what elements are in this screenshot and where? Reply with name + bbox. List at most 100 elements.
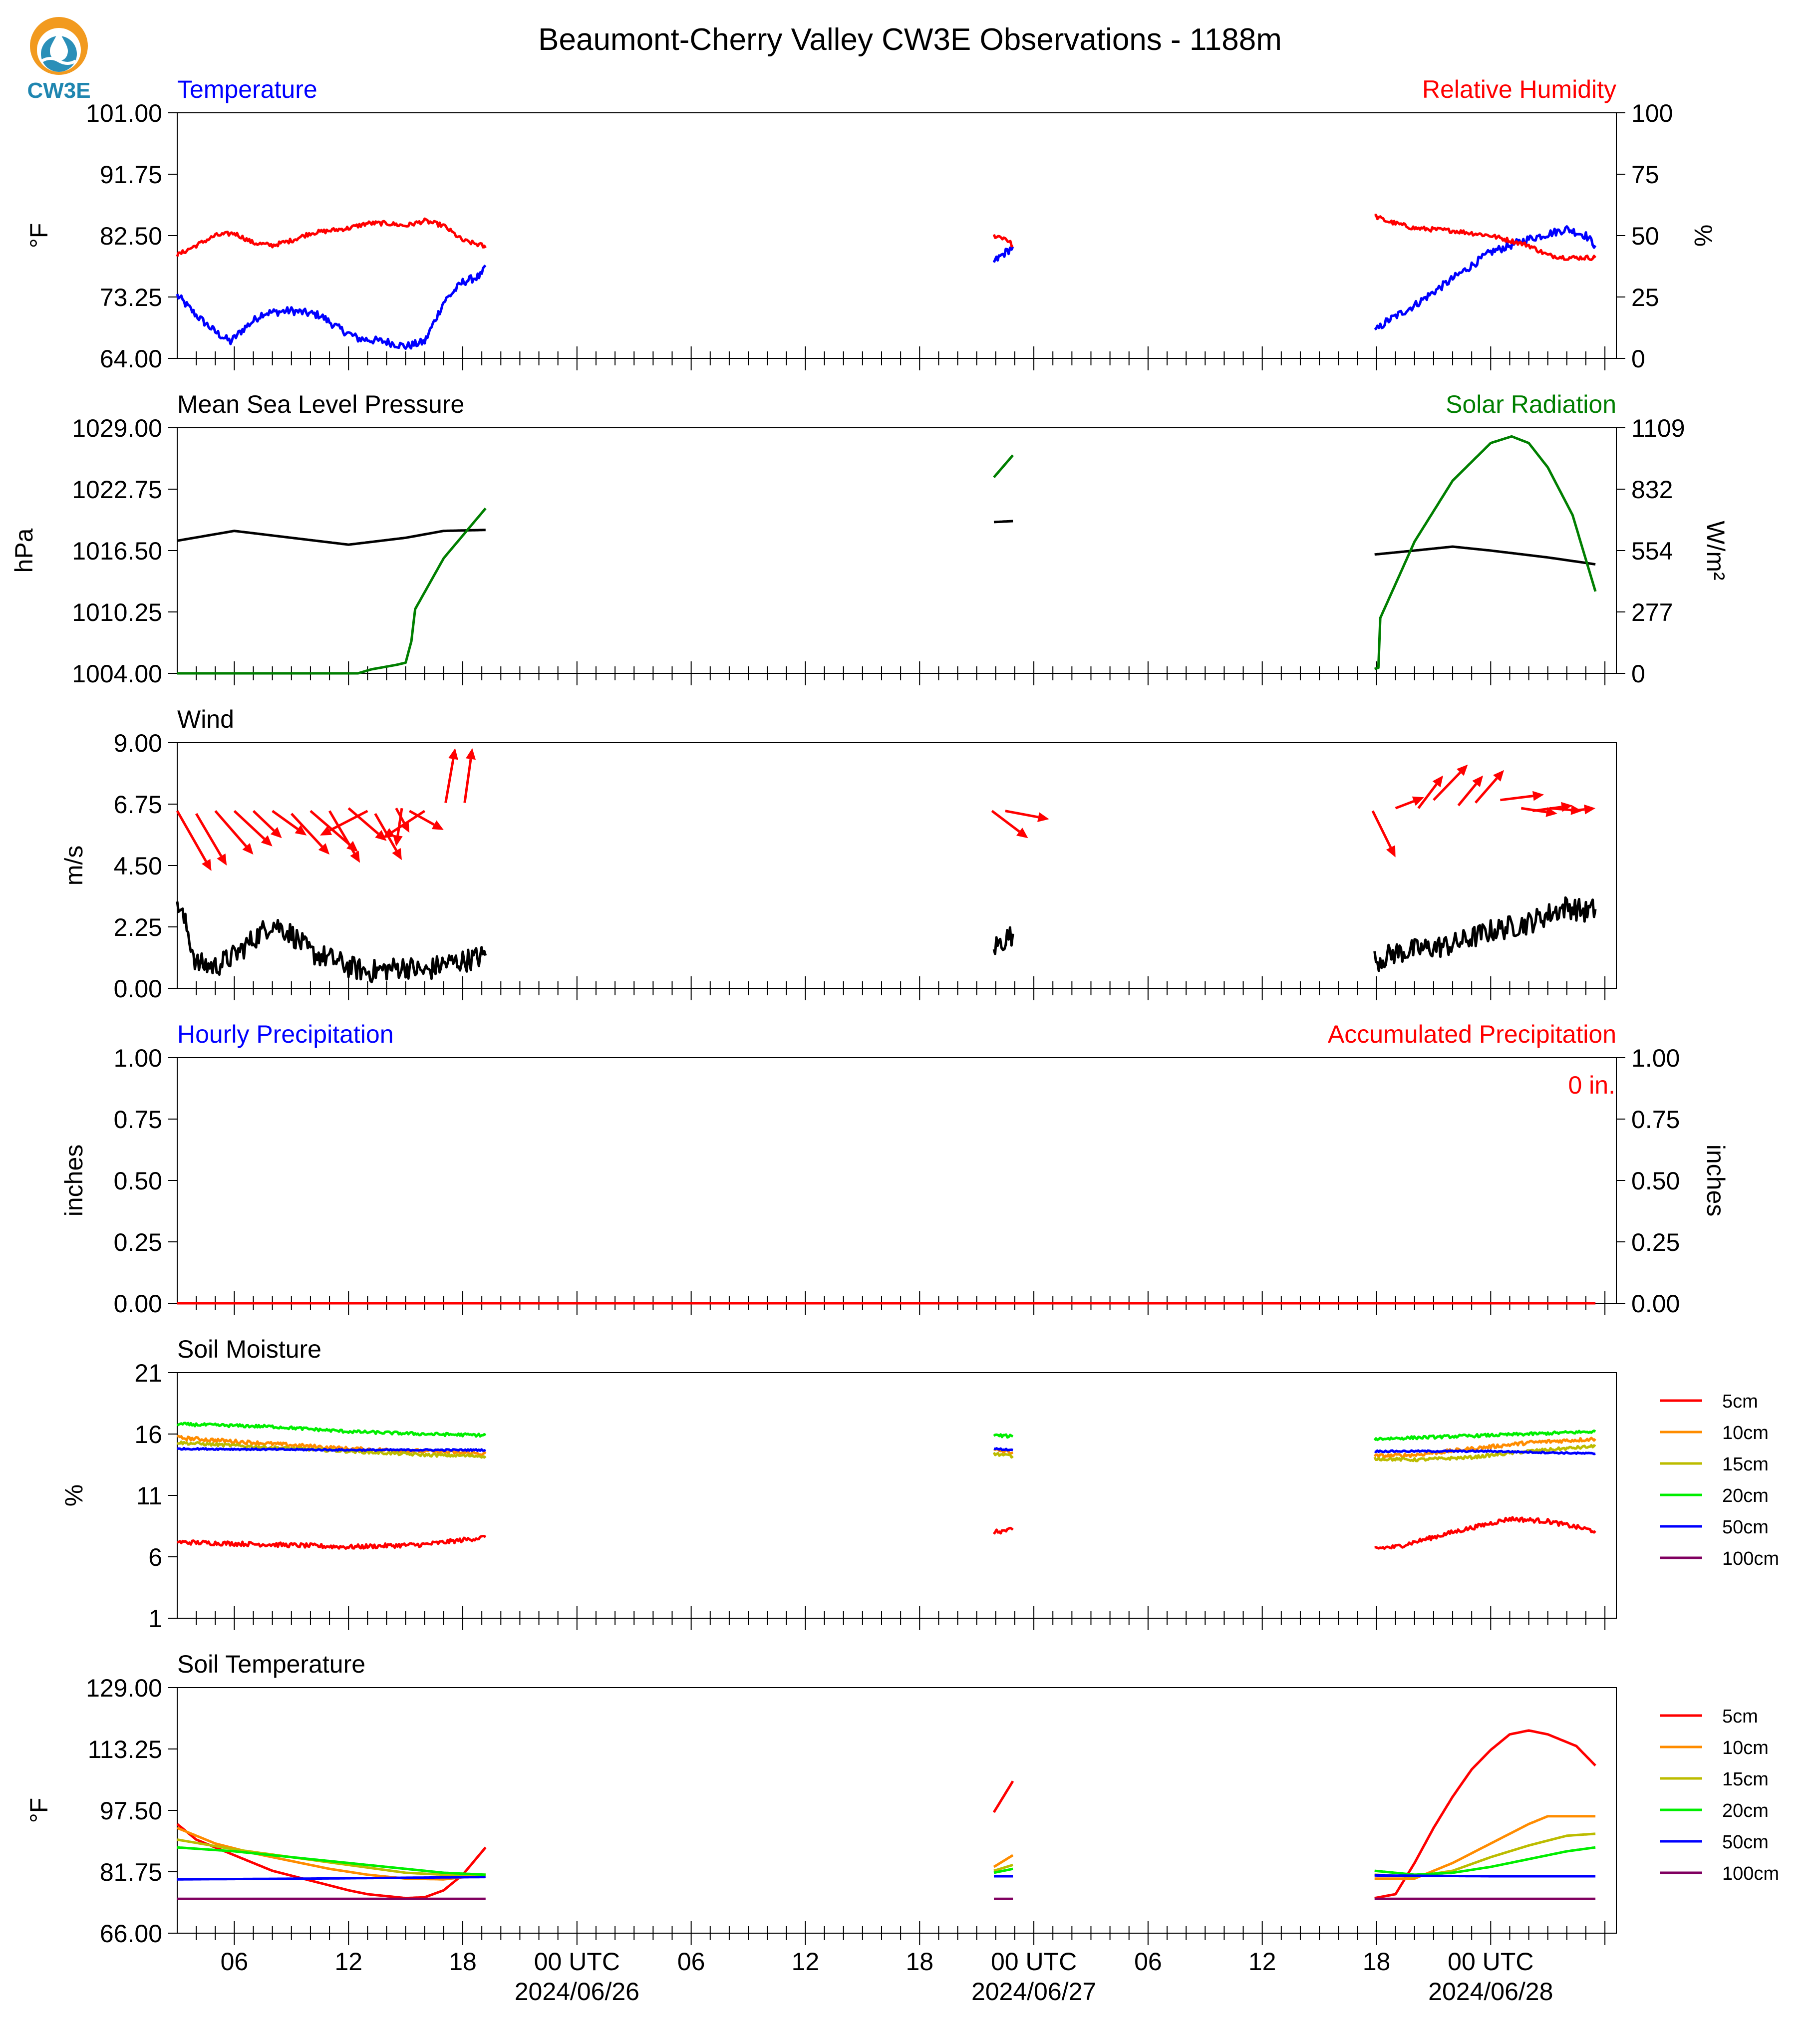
cw3e-logo: CW3E <box>27 17 91 103</box>
y-tick-label: 21 <box>134 1359 162 1387</box>
series-ff0000 <box>1374 214 1597 261</box>
time-axis: 06 12 18 00 UTC 06 12 18 00 UTC 06 12 18 00 UTC2024… <box>221 1948 1553 2006</box>
wind-arrow-head <box>346 841 358 852</box>
y2-tick-label: 1.00 <box>1631 1044 1680 1072</box>
y-axis-label: °F <box>25 223 53 249</box>
series-15cm <box>177 1838 486 1876</box>
wind-arrow <box>1395 796 1424 810</box>
series-15cm <box>1374 1832 1596 1878</box>
series-ff0000 <box>992 234 1014 248</box>
series-007f00 <box>993 454 1014 479</box>
wind-arrow-head <box>466 748 476 760</box>
wind-arrow-head <box>448 748 458 760</box>
wind-arrow-shaft <box>991 810 1020 833</box>
y-tick-label: 9.00 <box>114 729 162 757</box>
y-tick-label: 0.75 <box>114 1106 162 1134</box>
wind-arrow-shaft <box>195 813 223 857</box>
wind-arrow <box>195 813 227 866</box>
wind-arrow-shaft <box>233 810 266 840</box>
depth-legend: 5cm 10cm 15cm 20cm 50cm 100cm <box>1660 1706 1779 1884</box>
y2-axis-label: W/m² <box>1702 521 1730 580</box>
y-tick-label: 1022.75 <box>72 476 162 504</box>
y-tick-label: 1 <box>148 1605 162 1633</box>
series-20cm <box>176 1422 487 1438</box>
wind-arrow-shaft <box>252 810 275 832</box>
series-007f00 <box>177 507 487 675</box>
series-0000ff <box>992 246 1014 263</box>
wind-arrow-head <box>242 843 254 855</box>
series-000000 <box>993 520 1013 524</box>
wind-arrow-shaft <box>1433 771 1462 801</box>
y-axis-label: °F <box>25 1798 53 1823</box>
series-10cm <box>177 1435 487 1456</box>
y-tick-label: 4.50 <box>114 852 162 880</box>
wind-arrow-head <box>1584 804 1596 815</box>
logo-text: CW3E <box>27 78 90 103</box>
figure-title: Beaumont-Cherry Valley CW3E Observations… <box>538 22 1282 57</box>
y-tick-label: 64.00 <box>100 345 162 373</box>
wind-arrow-shaft <box>444 759 455 803</box>
panel-title-left: Soil Moisture <box>177 1335 321 1363</box>
legend-label-100cm: 100cm <box>1722 1863 1779 1884</box>
x-tick-label: 18 <box>449 1948 477 1976</box>
legend-label-20cm: 20cm <box>1722 1485 1769 1506</box>
x-tick-label: 06 <box>677 1948 705 1976</box>
series-5cm <box>1374 1516 1596 1550</box>
series-50cm <box>177 1876 486 1881</box>
series-20cm <box>177 1846 486 1876</box>
legend-label-100cm: 100cm <box>1722 1548 1779 1569</box>
y2-axis-label: % <box>1689 225 1717 247</box>
series-10cm <box>993 1854 1014 1868</box>
wind-arrow-shaft <box>1474 777 1498 804</box>
wind-arrow <box>328 810 360 863</box>
wind-arrow-shaft <box>1395 800 1415 810</box>
wind-arrow-head <box>392 835 403 847</box>
y-tick-label: 6 <box>148 1543 162 1571</box>
y2-tick-label: 1109 <box>1631 414 1685 442</box>
series-10cm <box>1374 1815 1596 1880</box>
x-tick-label: 00 UTC <box>1448 1948 1533 1976</box>
y-tick-label: 1029.00 <box>72 414 162 442</box>
plot-frame <box>177 1372 1617 1619</box>
x-tick-label: 18 <box>1363 1948 1391 1976</box>
wind-arrow-shaft <box>1549 807 1571 812</box>
x-tick-label: 12 <box>792 1948 820 1976</box>
wind-arrow-shaft <box>214 810 247 848</box>
x-tick-label: 00 UTC <box>991 1948 1077 1976</box>
series-5cm <box>176 1823 487 1900</box>
series-5cm <box>992 1526 1014 1535</box>
wind-arrow-shaft <box>290 813 323 848</box>
y-tick-label: 73.25 <box>100 284 162 311</box>
wind-arrow-head <box>350 851 360 863</box>
panel-title-left: Hourly Precipitation <box>177 1020 394 1048</box>
wind-arrow <box>320 810 368 836</box>
wind-arrow-head <box>382 828 395 839</box>
panel-title-right: Accumulated Precipitation <box>1328 1020 1616 1048</box>
series-50cm <box>177 1447 486 1452</box>
series-20cm <box>1374 1846 1596 1876</box>
x-date-label: 2024/06/28 <box>1428 1978 1553 2006</box>
wind-arrow-head <box>320 826 332 836</box>
y-tick-label: 82.50 <box>100 222 162 250</box>
plot-frame <box>177 1057 1617 1304</box>
y2-tick-label: 554 <box>1631 537 1673 565</box>
plot-frame <box>177 112 1617 359</box>
wind-arrow-head <box>1412 796 1424 806</box>
wind-arrow-shaft <box>463 759 472 803</box>
wind-arrow <box>1474 770 1504 804</box>
wind-arrow-head <box>431 820 444 830</box>
x-tick-label: 12 <box>334 1948 362 1976</box>
wind-arrow-head <box>217 854 227 866</box>
x-tick-label: 00 UTC <box>534 1948 620 1976</box>
wind-arrow <box>252 810 282 839</box>
wind-arrow-head <box>295 825 307 836</box>
panels: Temperature Relative Humidity 64.00 73.25 82… <box>10 75 1779 1948</box>
wind-arrow <box>1500 791 1544 802</box>
panel-temperature: Temperature Relative Humidity 64.00 73.25 82… <box>25 75 1717 373</box>
accumulated-total: 0 in. <box>1568 1071 1615 1099</box>
y-tick-label: 6.75 <box>114 791 162 819</box>
series-007f00 <box>1374 435 1597 670</box>
panel-hourly-precipitation: Hourly Precipitation Accumulated Precipit… <box>60 1020 1730 1318</box>
y-tick-label: 0.50 <box>114 1167 162 1195</box>
series-5cm <box>177 1535 487 1550</box>
